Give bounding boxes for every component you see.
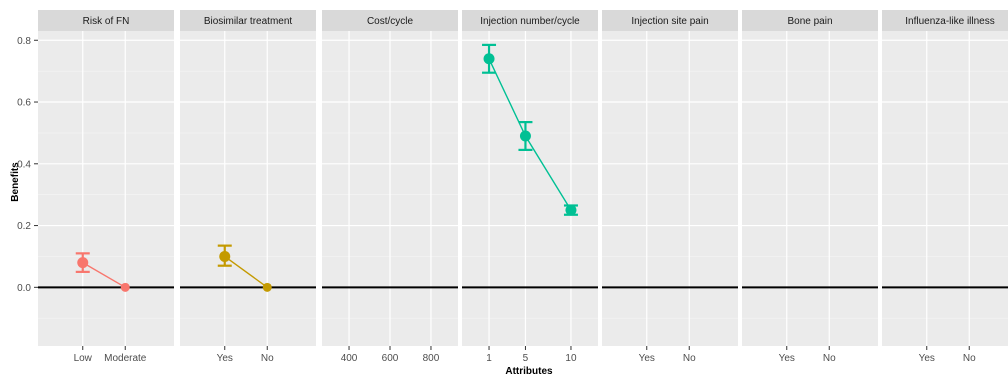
x-tick-label: 400 bbox=[341, 353, 358, 364]
data-point bbox=[77, 257, 89, 269]
x-tick-label: No bbox=[261, 353, 274, 364]
data-point bbox=[483, 53, 495, 65]
y-axis: 0.0 0.2 0.4 0.6 0.8 bbox=[17, 36, 38, 294]
x-tick-label: No bbox=[963, 353, 976, 364]
y-axis-title: Benefits bbox=[10, 162, 21, 202]
data-point bbox=[219, 250, 231, 262]
facet-panels: Risk of FN Low Moderate Biosimilar treatmen… bbox=[38, 10, 1008, 364]
y-tick-label: 0.0 bbox=[17, 283, 31, 294]
panel-background bbox=[462, 31, 598, 346]
data-point bbox=[262, 282, 272, 292]
x-tick-label: Yes bbox=[779, 353, 795, 364]
panel-background bbox=[882, 31, 1008, 346]
facet-panel: Risk of FN Low Moderate bbox=[38, 10, 174, 364]
x-tick-label: Yes bbox=[217, 353, 233, 364]
facet-strip bbox=[180, 10, 316, 31]
series-line bbox=[224, 255, 268, 288]
facet-title: Injection number/cycle bbox=[480, 16, 580, 27]
x-tick-label: 600 bbox=[382, 353, 399, 364]
data-point bbox=[120, 282, 130, 292]
facet-strip bbox=[322, 10, 458, 31]
y-tick-label: 0.2 bbox=[17, 221, 31, 232]
facet-panel: Injection site pain Yes No bbox=[602, 10, 738, 364]
facet-strip bbox=[882, 10, 1008, 31]
facet-panel: Bone pain Yes No bbox=[742, 10, 878, 364]
panel-background bbox=[602, 31, 738, 346]
facet-panel: Influenza-like illness Yes No bbox=[882, 10, 1008, 364]
data-point bbox=[519, 130, 531, 142]
x-tick-label: No bbox=[683, 353, 696, 364]
data-point bbox=[565, 204, 577, 216]
facet-panel: Biosimilar treatment Yes No bbox=[180, 10, 316, 364]
x-tick-label: 800 bbox=[423, 353, 440, 364]
x-tick-label: No bbox=[823, 353, 836, 364]
facet-panel: Injection number/cycle 1 5 10 bbox=[462, 10, 598, 364]
y-tick-label: 0.4 bbox=[17, 159, 31, 170]
panel-background bbox=[742, 31, 878, 346]
facet-strip bbox=[742, 10, 878, 31]
facet-strip bbox=[602, 10, 738, 31]
y-tick-label: 0.6 bbox=[17, 98, 31, 109]
x-tick-label: 1 bbox=[486, 353, 492, 364]
x-tick-label: Low bbox=[74, 353, 93, 364]
panel-background bbox=[180, 31, 316, 346]
facet-title: Cost/cycle bbox=[367, 16, 414, 27]
facet-strip bbox=[462, 10, 598, 31]
x-tick-label: Yes bbox=[639, 353, 655, 364]
facet-title: Biosimilar treatment bbox=[204, 16, 293, 27]
x-axis-title: Attributes bbox=[505, 366, 553, 377]
facet-panel: Cost/cycle 400 600 800 bbox=[322, 10, 458, 364]
series-line bbox=[82, 262, 126, 288]
facet-title: Risk of FN bbox=[83, 16, 130, 27]
panel-background bbox=[38, 31, 174, 346]
facet-title: Influenza-like illness bbox=[905, 16, 995, 27]
facet-title: Bone pain bbox=[787, 16, 832, 27]
facet-strip bbox=[38, 10, 174, 31]
x-tick-label: 5 bbox=[523, 353, 529, 364]
y-tick-label: 0.8 bbox=[17, 36, 31, 47]
x-tick-label: Moderate bbox=[104, 353, 147, 364]
facet-title: Injection site pain bbox=[631, 16, 708, 27]
x-tick-label: 10 bbox=[565, 353, 577, 364]
x-tick-label: Yes bbox=[919, 353, 935, 364]
